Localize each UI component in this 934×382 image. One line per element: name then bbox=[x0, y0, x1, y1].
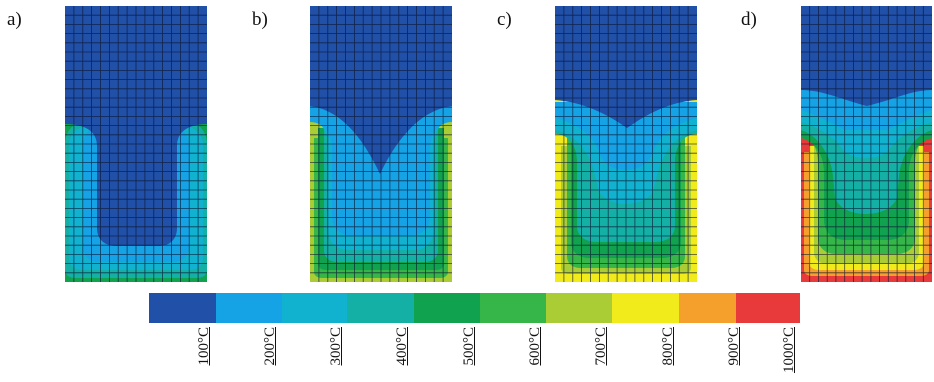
legend-label-1000: 1000°C bbox=[781, 327, 797, 374]
legend-label-900: 900°C bbox=[726, 327, 742, 366]
legend-swatch-7 bbox=[546, 293, 612, 323]
panel-label-b: b) bbox=[252, 9, 268, 30]
legend-swatch-9 bbox=[679, 293, 736, 323]
panel-label-d: d) bbox=[741, 9, 757, 30]
temperature-map-a bbox=[65, 6, 207, 282]
legend-swatch-2 bbox=[216, 293, 282, 323]
panel-label-a: a) bbox=[7, 9, 22, 30]
legend-label-100: 100°C bbox=[196, 327, 212, 366]
legend-label-200: 200°C bbox=[262, 327, 278, 366]
legend-swatch-5 bbox=[414, 293, 480, 323]
temperature-map-c bbox=[555, 6, 697, 282]
legend-label-400: 400°C bbox=[394, 327, 410, 366]
temperature-map-b bbox=[310, 6, 452, 282]
legend-swatch-1 bbox=[149, 293, 216, 323]
panel-label-c: c) bbox=[497, 9, 512, 30]
legend-label-800: 800°C bbox=[660, 327, 676, 366]
legend-swatch-10 bbox=[736, 293, 800, 323]
legend-swatch-6 bbox=[480, 293, 546, 323]
legend-label-300: 300°C bbox=[328, 327, 344, 366]
temperature-map-d bbox=[801, 6, 932, 282]
legend-label-700: 700°C bbox=[593, 327, 609, 366]
legend-label-500: 500°C bbox=[461, 327, 477, 366]
temperature-color-legend bbox=[149, 293, 800, 323]
legend-swatch-3 bbox=[282, 293, 347, 323]
legend-swatch-8 bbox=[612, 293, 679, 323]
legend-label-600: 600°C bbox=[527, 327, 543, 366]
legend-swatch-4 bbox=[347, 293, 414, 323]
